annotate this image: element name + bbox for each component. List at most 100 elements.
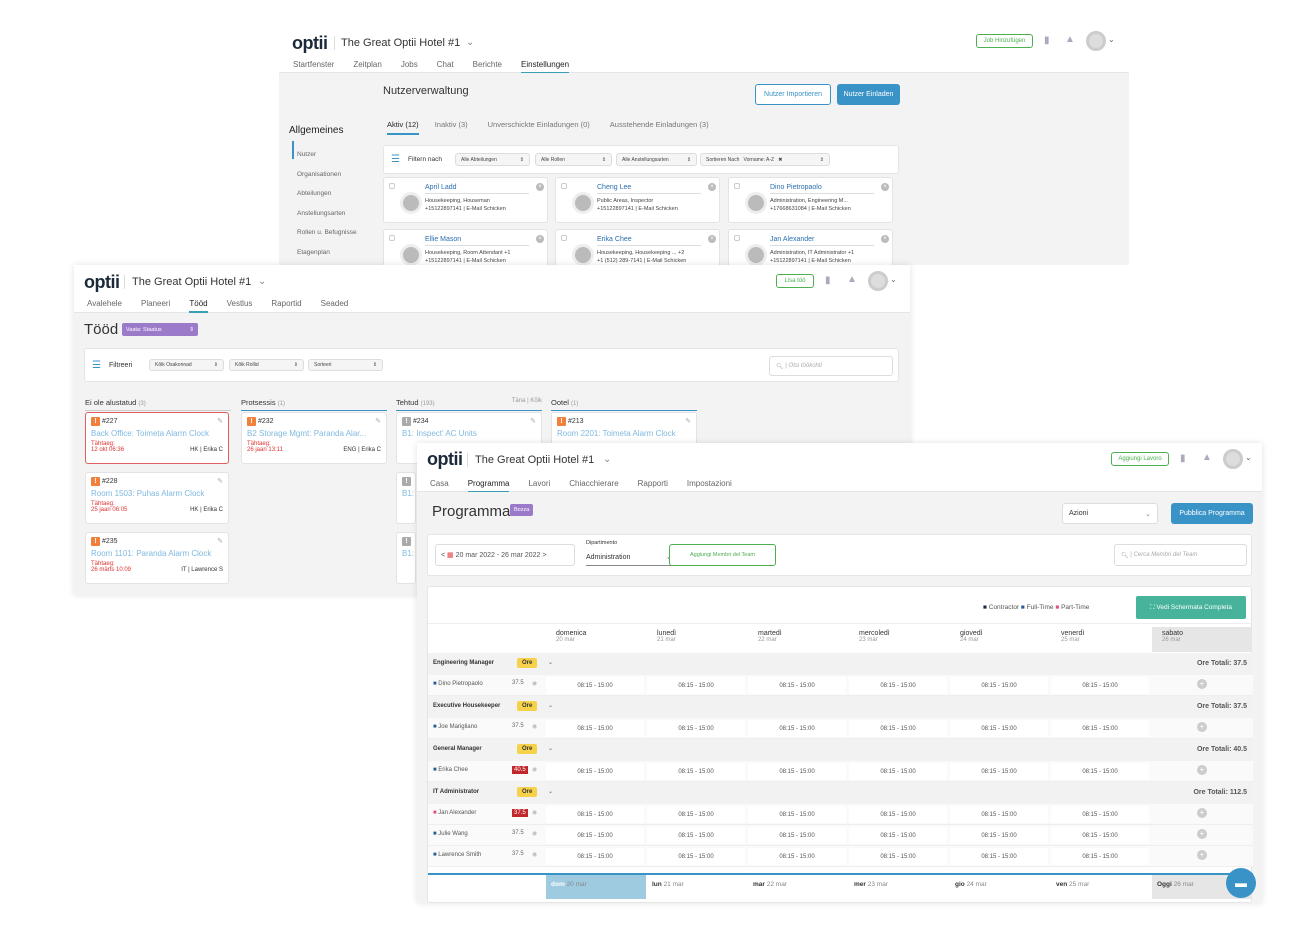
sidebar-item-employment-types[interactable]: Anstellungsarten	[297, 209, 346, 217]
shift-cell[interactable]: 08:15 - 15:00	[950, 848, 1048, 865]
add-shift-icon[interactable]: +	[1197, 808, 1207, 818]
shift-cell[interactable]: 08:15 - 15:00	[950, 827, 1048, 844]
shift-cell[interactable]: 08:15 - 15:00	[1051, 677, 1149, 694]
user-contact[interactable]: +15122897141 | E-Mail Schicken	[770, 258, 851, 264]
sidebar-item-departments[interactable]: Abteilungen	[297, 190, 332, 197]
add-team-members-button[interactable]: Aggiungi Membri del Team	[669, 544, 776, 566]
avatar[interactable]	[868, 271, 888, 291]
sidebar-item-organisations[interactable]: Organisationen	[297, 170, 342, 178]
shift-cell[interactable]: 08:15 - 15:00	[849, 677, 947, 694]
footer-day[interactable]: mer 23 mar	[854, 881, 888, 888]
select-checkbox[interactable]	[561, 235, 567, 241]
user-contact[interactable]: +17668631084 | E-Mail Schicken	[770, 206, 851, 212]
shift-cell[interactable]: 08:15 - 15:00	[1051, 827, 1149, 844]
nav-reports[interactable]: Raportid	[271, 299, 302, 308]
add-shift-icon[interactable]: +	[1197, 850, 1207, 860]
add-job-button[interactable]: Lisa töö	[776, 274, 814, 288]
employee-name[interactable]: ■ Julie Wang	[433, 831, 468, 837]
edit-icon[interactable]: ✎	[217, 418, 223, 425]
shift-cell[interactable]: 08:15 - 15:00	[748, 806, 846, 823]
shift-cell[interactable]: 08:15 - 15:00	[546, 763, 644, 780]
edit-icon[interactable]: ✎	[375, 418, 381, 425]
nav-schedule[interactable]: Programma	[467, 479, 510, 493]
job-card[interactable]: ! B1:	[396, 532, 416, 584]
user-name[interactable]: April Ladd	[425, 184, 529, 194]
shift-cell[interactable]: 08:15 - 15:00	[546, 677, 644, 694]
shift-cell[interactable]: 08:15 - 15:00	[748, 720, 846, 737]
user-card[interactable]: Dino Pietropaolo × Administration, Enginee…	[728, 177, 893, 223]
nav-home[interactable]: Casa	[430, 479, 449, 488]
user-contact[interactable]: +1 (512) 289-7141 | E-Mail Schicken	[597, 258, 687, 264]
user-card[interactable]: April Ladd × Housekeeping, Houseman +151228…	[383, 177, 548, 223]
nav-jobs[interactable]: Lavori	[528, 479, 551, 488]
job-title[interactable]: Room 1503: Puhas Alarm Clock	[91, 489, 205, 498]
shift-cell[interactable]: 08:15 - 15:00	[1051, 763, 1149, 780]
edit-icon[interactable]: ✎	[530, 418, 536, 425]
tab-inactive[interactable]: Inaktiv (3)	[434, 120, 468, 129]
add-shift-icon[interactable]: +	[1197, 679, 1207, 689]
bell-icon[interactable]: ▲	[1202, 452, 1212, 463]
shift-cell[interactable]: 08:15 - 15:00	[950, 677, 1048, 694]
shift-cell[interactable]: 08:15 - 15:00	[849, 763, 947, 780]
job-title[interactable]: B2 Storage Mgmt: Paranda Alar...	[247, 429, 367, 438]
job-card[interactable]: ! #227 ✎ Back Office: Toimeta Alarm Clock T…	[85, 412, 229, 464]
job-title[interactable]: B1:	[402, 549, 415, 558]
edit-icon[interactable]: ✎	[217, 478, 223, 485]
date-range-picker[interactable]: < ▦ 20 mar 2022 - 26 mar 2022 >	[435, 544, 575, 566]
shift-cell[interactable]: 08:15 - 15:00	[849, 848, 947, 865]
nav-reports[interactable]: Berichte	[472, 60, 502, 69]
employee-name[interactable]: ■ Erika Chee	[433, 767, 468, 773]
sidebar-item-users[interactable]: Nutzer	[297, 151, 317, 158]
chevron-down-icon[interactable]: ⌄	[548, 703, 554, 709]
team-search-input[interactable]: 🔍︎ | Cerca Membri del Team	[1114, 544, 1247, 566]
sidebar-item-floorplan[interactable]: Etagenplan	[297, 248, 330, 256]
shift-cell[interactable]: 08:15 - 15:00	[647, 677, 745, 694]
chevron-down-icon[interactable]: ⌄	[548, 660, 554, 666]
job-title[interactable]: Room 2201: Toimeta Alarm Clock	[557, 429, 676, 438]
edit-icon[interactable]: ✎	[685, 418, 691, 425]
user-card[interactable]: Erika Chee × Housekeeping, Housekeeping ..…	[555, 229, 720, 265]
add-job-button[interactable]: Job Hinzufügen	[976, 34, 1033, 48]
job-title[interactable]: B1:	[402, 489, 415, 498]
user-name[interactable]: Ellie Mason	[425, 236, 529, 246]
shift-cell[interactable]: 08:15 - 15:00	[849, 720, 947, 737]
optii-logo[interactable]: optii	[84, 272, 120, 292]
department-select[interactable]: Administration⌄	[586, 549, 672, 566]
job-title[interactable]: Room 1101: Paranda Alarm Clock	[91, 549, 212, 558]
shift-cell[interactable]: 08:15 - 15:00	[748, 848, 846, 865]
job-search-input[interactable]: 🔍︎ | Otsi töökohti	[769, 356, 893, 376]
user-card[interactable]: Ellie Mason × Housekeeping, Room Attendant…	[383, 229, 548, 265]
nav-reports[interactable]: Rapporti	[637, 479, 668, 488]
job-card[interactable]: ! #213 ✎ Room 2201: Toimeta Alarm Clock	[551, 412, 697, 448]
chat-bubble-icon[interactable]: ▬	[1226, 868, 1256, 898]
nav-settings[interactable]: Seaded	[320, 299, 349, 308]
job-title[interactable]: Back Office: Toimeta Alarm Clock	[91, 429, 209, 438]
close-icon[interactable]: ×	[708, 183, 716, 191]
close-icon[interactable]: ×	[536, 235, 544, 243]
job-card[interactable]: ! #232 ✎ B2 Storage Mgmt: Paranda Alar... T…	[241, 412, 387, 464]
bell-icon[interactable]: ▲	[847, 274, 857, 285]
select-checkbox[interactable]	[389, 183, 395, 189]
footer-day[interactable]: ven 25 mar	[1056, 881, 1090, 888]
avatar[interactable]	[1223, 449, 1243, 469]
employee-name[interactable]: ■ Joe Marigliano	[433, 724, 478, 730]
shift-cell[interactable]: 08:15 - 15:00	[748, 827, 846, 844]
footer-day[interactable]: dom 20 mar	[546, 875, 646, 899]
role-filter[interactable]: Kõik Rollid ⇕	[229, 359, 304, 371]
shift-cell[interactable]: 08:15 - 15:00	[647, 806, 745, 823]
nav-chat[interactable]: Chiacchierare	[569, 479, 619, 488]
user-contact[interactable]: +15122897141 | E-Mail Schicken	[425, 258, 506, 264]
shift-cell[interactable]: 08:15 - 15:00	[849, 806, 947, 823]
select-checkbox[interactable]	[734, 235, 740, 241]
nav-chat[interactable]: Chat	[436, 60, 454, 69]
job-card[interactable]: ! #228 ✎ Room 1503: Puhas Alarm Clock Tähta…	[85, 472, 229, 524]
chat-icon[interactable]: ▮	[1044, 35, 1050, 46]
add-shift-icon[interactable]: +	[1197, 829, 1207, 839]
add-shift-icon[interactable]: +	[1197, 722, 1207, 732]
nav-plan[interactable]: Planeeri	[141, 299, 171, 308]
shift-cell[interactable]: 08:15 - 15:00	[1051, 806, 1149, 823]
tab-pending-invites[interactable]: Ausstehende Einladungen (3)	[609, 120, 709, 129]
employee-name[interactable]: ■ Jan Alexander	[433, 810, 477, 816]
info-icon[interactable]: ◉	[532, 681, 538, 687]
department-filter[interactable]: Alle Abteilungen ⇕	[455, 153, 530, 166]
